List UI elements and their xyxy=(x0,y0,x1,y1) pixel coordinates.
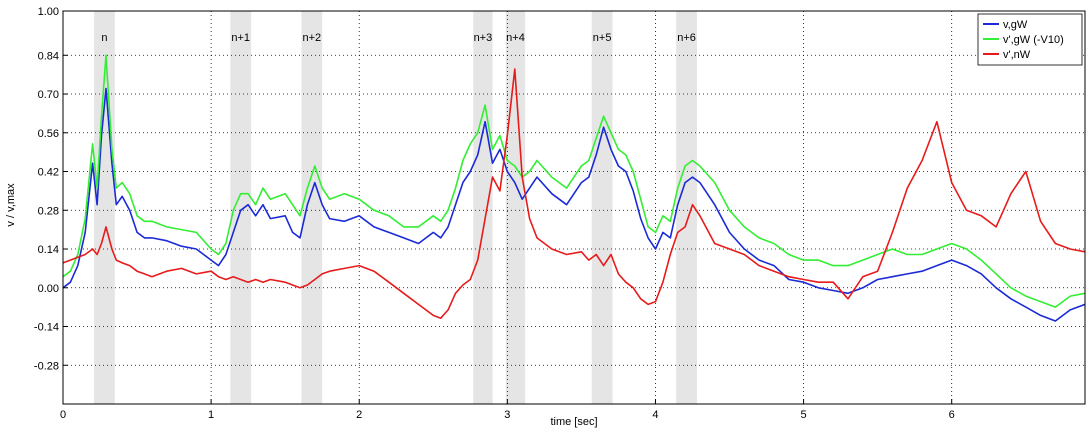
y-tick-label-4: 0.42 xyxy=(38,167,59,179)
phase-label-2: n+2 xyxy=(302,32,321,44)
y-tick-label-9: -0.28 xyxy=(34,360,59,372)
y-tick-label-6: 0.14 xyxy=(38,244,59,256)
phase-band-1 xyxy=(230,11,252,404)
legend-label-2: v',nW xyxy=(1003,49,1031,61)
phase-band-5 xyxy=(591,11,613,404)
legend-label-1: v',gW (-V10) xyxy=(1003,34,1064,46)
series-line-2 xyxy=(62,68,1086,320)
phase-label-4: n+4 xyxy=(506,32,525,44)
x-tick-label-3: 3 xyxy=(504,409,510,421)
x-tick-label-2: 2 xyxy=(356,409,362,421)
series-line-1 xyxy=(62,54,1086,308)
y-axis-title: v / v,max xyxy=(5,183,17,227)
axis-ticks: 0 1 2 3 4 5 6 1.00 0.84 0.70 0.56 0.42 0.28 0.14 0.00 -… xyxy=(34,6,955,421)
phase-label-3: n+3 xyxy=(474,32,493,44)
x-tick-label-4: 4 xyxy=(652,409,658,421)
series-lines xyxy=(62,54,1086,322)
legend: v,gW v',gW (-V10) v',nW xyxy=(977,13,1083,66)
y-tick-label-0: 1.00 xyxy=(38,6,59,18)
legend-label-0: v,gW xyxy=(1003,19,1028,31)
phase-band-2 xyxy=(301,11,323,404)
x-tick-label-6: 6 xyxy=(949,409,955,421)
grid xyxy=(63,10,1085,404)
y-tick-label-2: 0.70 xyxy=(38,89,59,101)
x-tick-label-0: 0 xyxy=(60,409,66,421)
y-tick-label-1: 0.84 xyxy=(38,50,59,62)
y-tick-label-3: 0.56 xyxy=(38,128,59,140)
y-tick-label-5: 0.28 xyxy=(38,205,59,217)
plot-background xyxy=(63,11,1085,404)
plot-frame xyxy=(62,10,1086,405)
phase-label-1: n+1 xyxy=(231,32,250,44)
phase-label-0: n xyxy=(101,32,107,44)
phase-label-6: n+6 xyxy=(677,32,696,44)
x-axis-title: time [sec] xyxy=(550,416,597,428)
y-tick-label-7: 0.00 xyxy=(38,283,59,295)
x-tick-label-1: 1 xyxy=(208,409,214,421)
phase-label-5: n+5 xyxy=(593,32,612,44)
y-tick-label-8: -0.14 xyxy=(34,322,59,334)
phase-band-6 xyxy=(676,11,697,404)
phase-band-3 xyxy=(473,11,493,404)
x-tick-label-5: 5 xyxy=(801,409,807,421)
